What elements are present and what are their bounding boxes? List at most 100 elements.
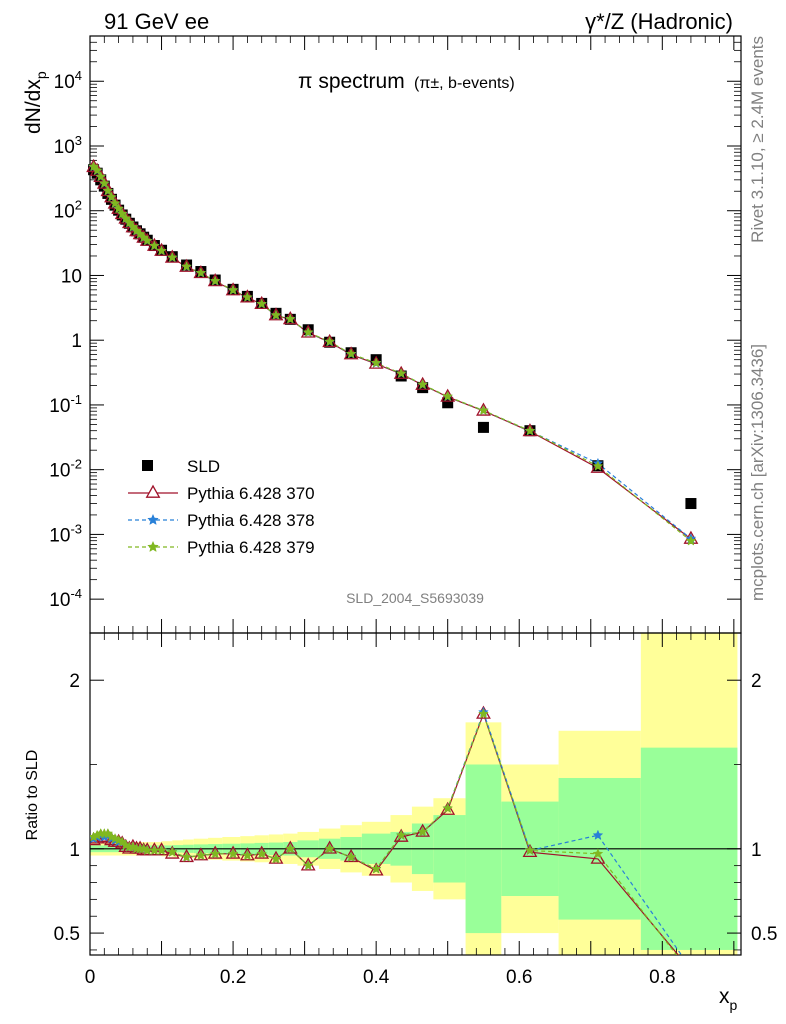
ratio-y-tick-label-right: 1 bbox=[751, 840, 762, 861]
ratio-point-379 bbox=[166, 846, 178, 857]
x-tick-label: 0 bbox=[85, 967, 96, 988]
ratio-axes: 0 0.2 0.4 0.6 0.8 0.5 0.5 1 1 2 2 bbox=[54, 632, 777, 988]
analysis-id-label: SLD_2004_S5693039 bbox=[346, 590, 484, 606]
point-379 bbox=[478, 404, 489, 416]
ratio-point-379 bbox=[478, 708, 489, 719]
main-series bbox=[86, 158, 699, 546]
legend-label: Pythia 6.428 370 bbox=[187, 484, 315, 503]
ratio-point-379 bbox=[270, 853, 282, 864]
legend-marker bbox=[147, 513, 159, 525]
ratio-point-379 bbox=[524, 844, 536, 856]
point-379 bbox=[524, 425, 536, 436]
ratio-point-379 bbox=[195, 849, 207, 861]
ratio-y-tick-label-right: 0.5 bbox=[751, 924, 777, 945]
y-tick-label: 1 bbox=[71, 331, 82, 352]
ratio-point-379 bbox=[324, 843, 336, 854]
ratio-y-tick-label: 2 bbox=[69, 671, 80, 692]
ratio-point-379 bbox=[345, 851, 357, 862]
legend-marker-sld bbox=[142, 460, 153, 471]
point-379 bbox=[345, 348, 357, 359]
point-379 bbox=[417, 378, 429, 390]
point-379 bbox=[141, 235, 153, 246]
point-379 bbox=[98, 177, 110, 189]
legend-marker bbox=[147, 540, 159, 552]
ratio-point-378 bbox=[592, 829, 604, 840]
point-379 bbox=[95, 171, 107, 182]
point-379 bbox=[181, 260, 192, 272]
ratio-point-379 bbox=[442, 802, 454, 813]
x-tick-label: 0.2 bbox=[220, 967, 246, 988]
point-379 bbox=[195, 267, 207, 278]
point-379 bbox=[166, 251, 178, 263]
sld-data-point bbox=[477, 421, 489, 433]
ratio-point-370 bbox=[368, 862, 384, 876]
point-379 bbox=[242, 291, 253, 302]
point-379 bbox=[109, 197, 121, 208]
ratio-point-370 bbox=[164, 845, 180, 859]
point-379 bbox=[324, 335, 336, 347]
header-right-label: γ*/Z (Hadronic) bbox=[585, 9, 733, 34]
ratio-point-379 bbox=[302, 859, 314, 871]
chart-subtitle: (π±, b-events) bbox=[414, 75, 515, 92]
point-379 bbox=[227, 284, 239, 295]
ratio-point-379 bbox=[256, 848, 268, 859]
ratio-y-tick-label: 1 bbox=[69, 840, 80, 861]
ratio-point-370 bbox=[522, 843, 538, 858]
point-379 bbox=[106, 191, 117, 202]
ratio-point-370 bbox=[393, 828, 409, 842]
point-379 bbox=[102, 185, 114, 196]
point-379 bbox=[113, 203, 124, 214]
ratio-point-379 bbox=[227, 848, 239, 859]
ratio-point-379 bbox=[156, 844, 167, 856]
legend-marker-370 bbox=[145, 484, 161, 498]
point-379 bbox=[156, 245, 167, 256]
point-370 bbox=[590, 459, 606, 473]
legend-label: SLD bbox=[187, 457, 220, 476]
legend-label: Pythia 6.428 378 bbox=[187, 511, 315, 530]
sld-data-point bbox=[685, 498, 697, 510]
ratio-point-379 bbox=[242, 849, 253, 861]
y-tick-label: 10 bbox=[61, 266, 82, 287]
point-379 bbox=[442, 390, 454, 402]
legend: SLD Pythia 6.428 370 Pythia 6.428 378 Pythi… bbox=[128, 457, 315, 557]
ratio-point-379 bbox=[592, 848, 604, 859]
ratio-series bbox=[90, 705, 683, 955]
ratio-point-370 bbox=[590, 850, 606, 864]
legend-label: Pythia 6.428 379 bbox=[187, 538, 315, 557]
sld-data-point bbox=[417, 382, 429, 394]
sld-data-point bbox=[442, 397, 454, 409]
point-379 bbox=[149, 240, 160, 251]
point-379 bbox=[256, 298, 268, 309]
x-tick-label: 0.8 bbox=[649, 967, 675, 988]
point-379 bbox=[395, 367, 407, 379]
y-axis-title-main: dN/dxp bbox=[22, 71, 49, 134]
x-tick-label: 0.6 bbox=[506, 967, 532, 988]
rivet-version-label: Rivet 3.1.10, ≥ 2.4M events bbox=[748, 36, 767, 243]
point-379 bbox=[685, 535, 697, 546]
svg-text:dN/dxp: dN/dxp bbox=[22, 71, 49, 134]
sld-data-point bbox=[95, 174, 107, 186]
y-axis-title-ratio: Ratio to SLD bbox=[24, 750, 41, 841]
ratio-point-379 bbox=[395, 829, 407, 840]
ratio-y-tick-label-right: 2 bbox=[751, 671, 762, 692]
point-379 bbox=[370, 357, 382, 368]
ratio-point-379 bbox=[370, 863, 382, 874]
ratio-y-tick-label: 0.5 bbox=[54, 924, 80, 945]
chart-title: π spectrum bbox=[298, 70, 405, 93]
point-379 bbox=[209, 275, 221, 286]
point-379 bbox=[270, 309, 282, 320]
mcplots-label: mcplots.cern.ch [arXiv:1306.3436] bbox=[748, 344, 767, 601]
header-left-label: 91 GeV ee bbox=[104, 9, 209, 34]
ratio-point-379 bbox=[417, 826, 429, 837]
ratio-point-379 bbox=[209, 848, 221, 859]
point-379 bbox=[592, 460, 604, 471]
ratio-point-379 bbox=[181, 851, 192, 862]
point-379 bbox=[302, 326, 314, 337]
point-379 bbox=[284, 313, 296, 324]
ratio-point-379 bbox=[284, 843, 296, 854]
ratio-plot-frame bbox=[89, 632, 742, 956]
x-tick-label: 0.4 bbox=[363, 967, 390, 988]
ratio-point-370 bbox=[440, 801, 456, 815]
